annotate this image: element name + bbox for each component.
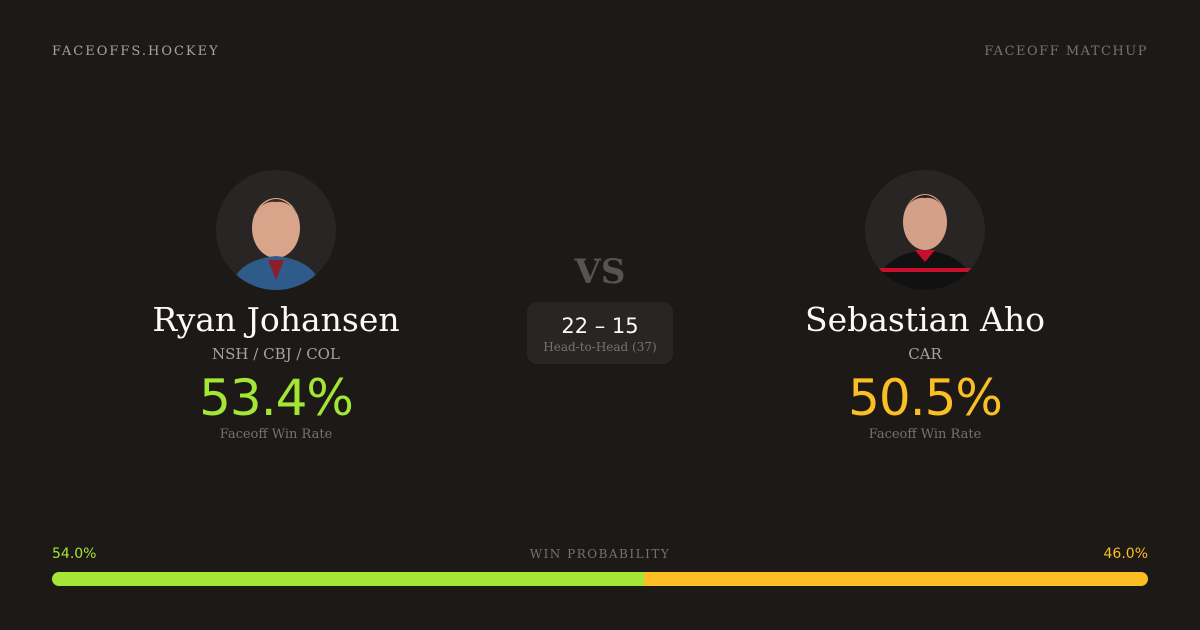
player-win-rate: 50.5% — [848, 369, 1003, 427]
win-probability-left: 54.0% — [52, 546, 97, 562]
player-name: Sebastian Aho — [804, 300, 1046, 339]
win-rate-label: Faceoff Win Rate — [868, 427, 982, 442]
head-to-head-card: 22 – 15 Head-to-Head (37) — [527, 302, 673, 364]
win-probability-right: 46.0% — [1103, 546, 1148, 562]
site-brand: FACEOFFS.HOCKEY — [52, 44, 220, 59]
player-teams: NSH / CBJ / COL — [212, 345, 340, 363]
player-right: Sebastian Aho CAR 50.5% Faceoff Win Rate — [725, 170, 1125, 442]
player-avatar — [865, 170, 985, 290]
player-teams: CAR — [908, 345, 942, 363]
win-probability-left-fill — [52, 572, 644, 586]
player-photo-icon — [875, 194, 975, 290]
head-to-head-score: 22 – 15 — [561, 314, 639, 338]
player-photo-icon — [230, 198, 322, 290]
vs-label: VS — [574, 252, 626, 292]
player-win-rate: 53.4% — [199, 369, 354, 427]
win-rate-label: Faceoff Win Rate — [219, 427, 333, 442]
win-probability-right-fill — [643, 572, 1148, 586]
win-probability-label: WIN PROBABILITY — [529, 547, 671, 561]
player-left: Ryan Johansen NSH / CBJ / COL 53.4% Face… — [76, 170, 476, 442]
player-avatar — [216, 170, 336, 290]
player-name: Ryan Johansen — [152, 300, 400, 339]
win-probability-bar — [52, 572, 1148, 586]
page-tag: FACEOFF MATCHUP — [984, 44, 1148, 59]
head-to-head-label: Head-to-Head (37) — [543, 340, 657, 354]
